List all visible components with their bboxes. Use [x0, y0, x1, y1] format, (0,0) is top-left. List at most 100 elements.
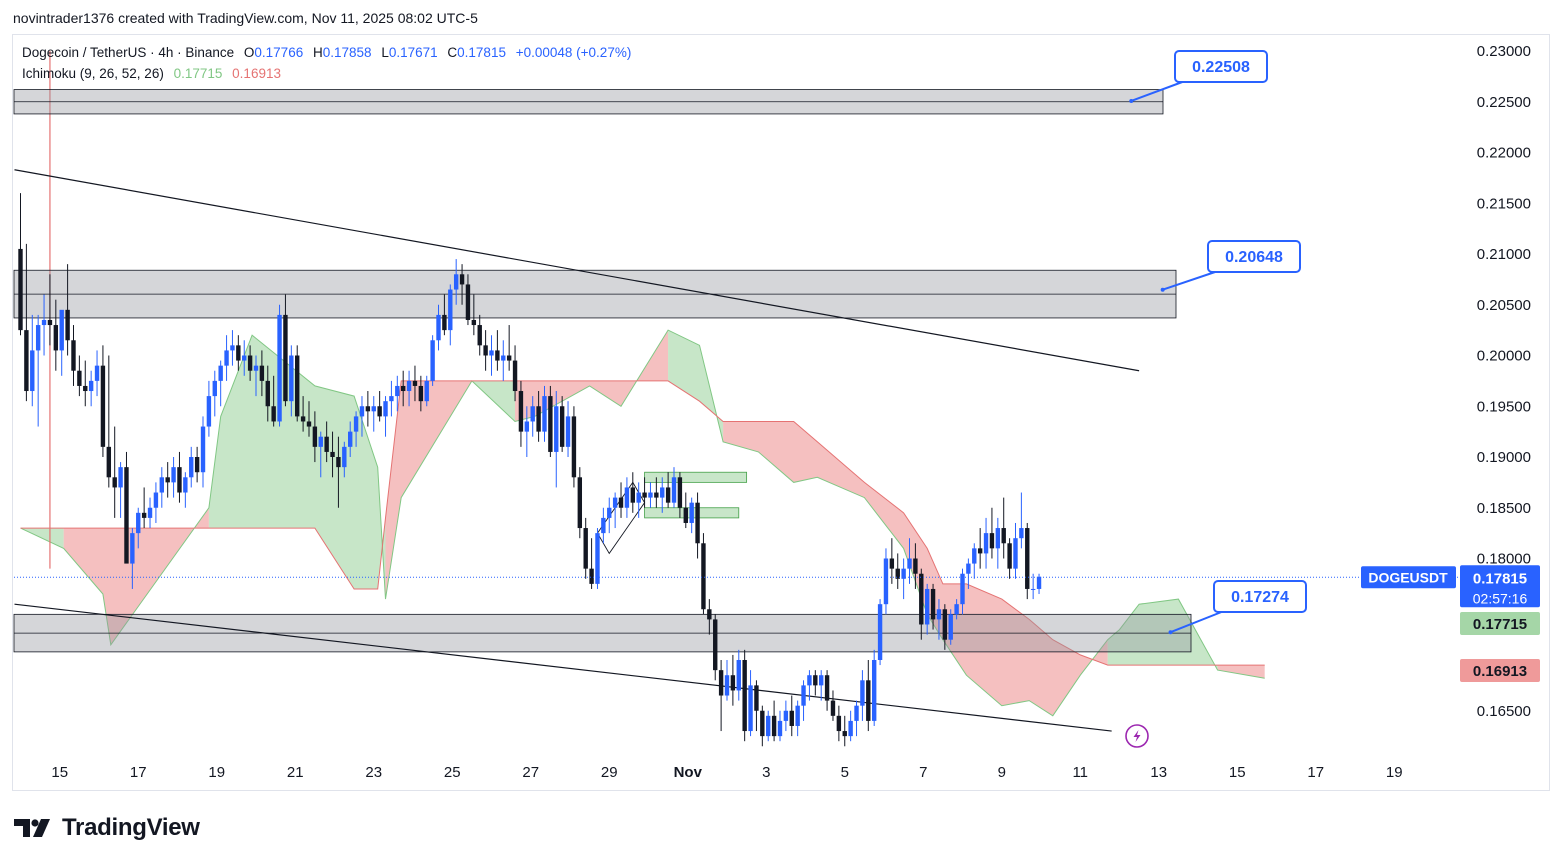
price-callouts: 0.22508 0.20648 0.17274 [1129, 50, 1307, 635]
callout-box[interactable] [1207, 240, 1301, 273]
candle-up [1036, 576, 1042, 589]
time-tick-label: 17 [130, 764, 147, 781]
cloud-bearish [63, 507, 209, 645]
candle-down [506, 355, 512, 361]
candle-down [630, 487, 635, 503]
candle-down [836, 715, 842, 732]
candle-down [913, 558, 918, 574]
time-tick-label: 21 [287, 764, 304, 781]
candle-up [171, 467, 176, 483]
candle-down [236, 345, 241, 361]
trendline[interactable] [14, 603, 1112, 732]
tradingview-brand[interactable]: TradingView [14, 814, 200, 842]
candle-down [412, 380, 418, 386]
candle-down [1025, 528, 1030, 589]
candle-up [88, 380, 94, 392]
tradingview-logo-icon [14, 819, 50, 837]
callout-anchor [1129, 98, 1134, 103]
candle-down [559, 406, 565, 447]
candle-up [395, 385, 400, 397]
candle-up [819, 675, 824, 686]
candle-down [83, 385, 88, 392]
time-tick-label: 5 [841, 764, 849, 781]
indicator-span-b: 0.16913 [232, 66, 281, 81]
candle-down [77, 370, 82, 386]
candle-up [777, 720, 783, 737]
candle-up [35, 325, 41, 351]
candle-up [200, 426, 206, 473]
candle-down [677, 477, 683, 508]
candle-down [71, 340, 76, 371]
candle-down [100, 365, 106, 447]
candle-up [153, 492, 159, 508]
candle-down [1007, 543, 1012, 569]
candle-down [618, 497, 624, 508]
candle-down [442, 314, 447, 331]
candle-up [30, 350, 35, 392]
candle-down [330, 451, 335, 457]
candle-up [41, 319, 47, 326]
symbol-title[interactable]: Dogecoin / TetherUS · 4h · Binance [22, 45, 235, 60]
open-label: O [243, 45, 255, 60]
candle-down [377, 406, 382, 417]
symbol-tag-badge[interactable] [1361, 566, 1456, 589]
candle-up [218, 365, 223, 381]
trendline[interactable] [14, 169, 1140, 372]
candle-up [612, 497, 618, 508]
indicator-name[interactable]: Ichimoku (9, 26, 52, 26) [22, 66, 164, 81]
candle-up [748, 685, 753, 732]
candle-up [960, 573, 965, 605]
candle-up [206, 396, 212, 427]
candle-down [124, 467, 129, 564]
symbol-tag-label: DOGEUSDT [1368, 569, 1448, 585]
candle-down [165, 477, 170, 483]
span-a-badge[interactable] [1460, 612, 1540, 635]
candle-up [954, 604, 959, 615]
flag-upper-band[interactable] [644, 471, 748, 483]
candle-up [389, 396, 394, 402]
candle-down [459, 274, 465, 285]
candle-up [736, 660, 741, 691]
price-tick-label: 0.22000 [1477, 145, 1531, 162]
open-value: 0.17766 [254, 45, 304, 60]
price-tick-label: 0.19000 [1477, 449, 1531, 466]
time-tick-label: 19 [208, 764, 225, 781]
candle-down [707, 609, 712, 620]
price-tick-label: 0.22500 [1477, 94, 1531, 111]
candle-up [983, 533, 989, 554]
callout-pointer [1162, 270, 1219, 291]
candle-down [65, 309, 70, 341]
candle-up [224, 350, 229, 366]
span-b-badge[interactable] [1460, 659, 1540, 682]
candle-up [783, 710, 789, 721]
candle-up [118, 467, 123, 488]
candle-down [942, 609, 948, 640]
candle-down [919, 573, 924, 625]
candle-up [801, 685, 806, 706]
time-tick-label: 27 [522, 764, 539, 781]
candle-up [1030, 588, 1036, 590]
callout-box[interactable] [1174, 50, 1268, 83]
candle-up [860, 680, 865, 706]
candle-down [713, 619, 718, 671]
candle-down [536, 406, 541, 432]
brand-name: TradingView [62, 814, 200, 841]
cloud-bullish [208, 335, 386, 600]
candle-up [530, 406, 535, 422]
price-tick-label: 0.23000 [1477, 43, 1531, 60]
callout-box[interactable] [1213, 580, 1307, 613]
candle-up [183, 477, 188, 493]
candle-down [518, 391, 524, 432]
candle-down [465, 284, 471, 320]
candle-down [247, 355, 253, 371]
last-price-badge[interactable] [1460, 565, 1540, 608]
callout-label: 0.17274 [1231, 589, 1289, 606]
candle-down [665, 487, 671, 503]
lightning-icon[interactable] [1125, 724, 1149, 748]
candle-up [436, 314, 441, 341]
candle-up [1019, 528, 1024, 539]
span-a-line [20, 329, 1265, 717]
candle-down [400, 385, 406, 392]
candle-up [147, 507, 153, 518]
